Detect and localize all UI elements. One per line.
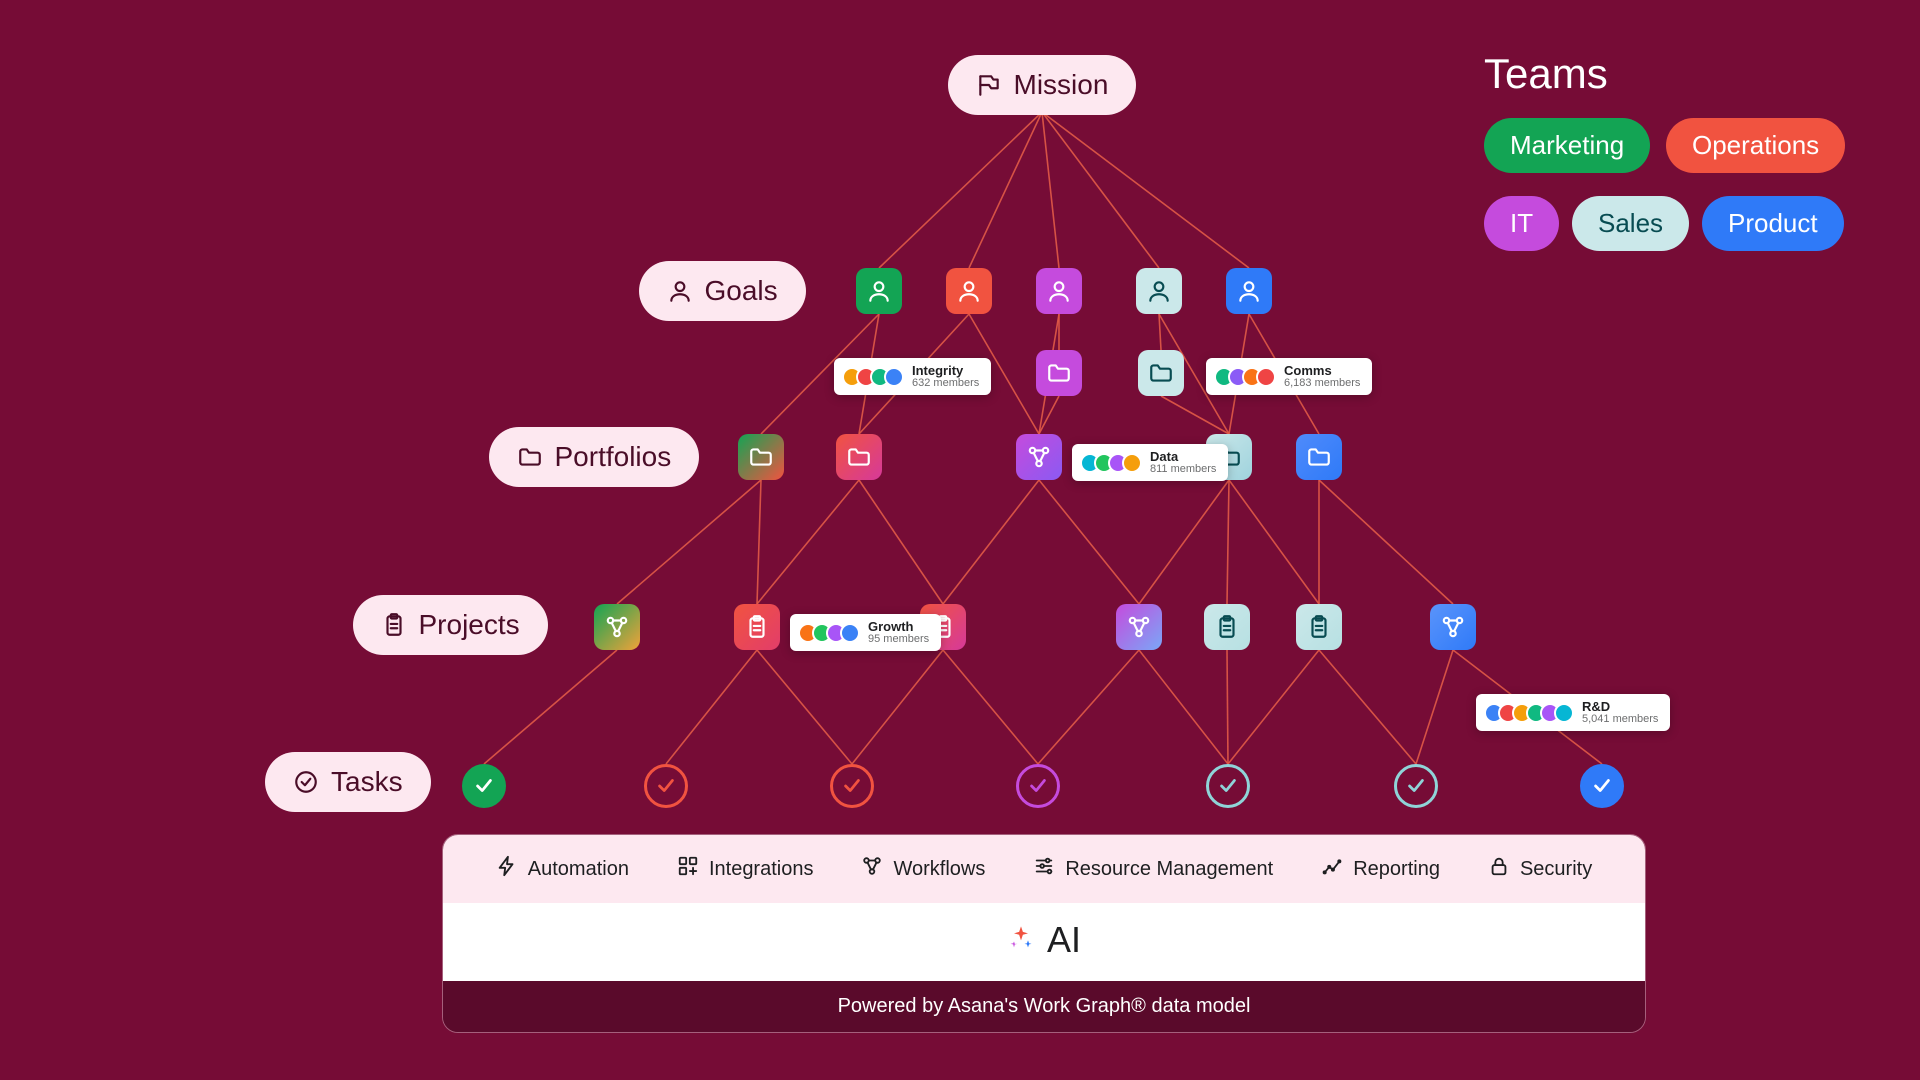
goal-tile [1226, 268, 1272, 314]
chart-icon [1321, 855, 1343, 883]
lock-icon [1488, 855, 1510, 883]
portfolio-tile [1138, 350, 1184, 396]
footer-panel: Automation Integrations Workflows Resource … [442, 834, 1646, 1033]
feature-security: Security [1488, 855, 1592, 883]
bolt-icon [496, 855, 518, 883]
feature-workflows: Workflows [861, 855, 985, 883]
check-icon [293, 769, 319, 795]
task-dot [644, 764, 688, 808]
level-label-text: Tasks [331, 766, 403, 798]
level-label-text: Goals [705, 275, 778, 307]
card-title: Growth [868, 620, 929, 634]
ai-row: AI [443, 903, 1645, 981]
card-sub: 632 members [912, 378, 979, 390]
card-title: Integrity [912, 364, 979, 378]
legend-chip-product: Product [1702, 196, 1844, 251]
team-card: Integrity632 members [834, 358, 991, 395]
feature-reporting: Reporting [1321, 855, 1440, 883]
project-tile [1116, 604, 1162, 650]
workflow-icon [861, 855, 883, 883]
avatar-stack [842, 367, 904, 387]
project-tile [1204, 604, 1250, 650]
card-title: Comms [1284, 364, 1360, 378]
goal-tile [856, 268, 902, 314]
portfolio-tile [836, 434, 882, 480]
feature-resource management: Resource Management [1033, 855, 1273, 883]
avatar-stack [798, 623, 860, 643]
level-label-text: Projects [419, 609, 520, 641]
project-tile [594, 604, 640, 650]
legend-title: Teams [1484, 50, 1608, 98]
level-label-text: Mission [1014, 69, 1109, 101]
folder-icon [517, 444, 543, 470]
card-title: Data [1150, 450, 1216, 464]
card-title: R&D [1582, 700, 1658, 714]
card-sub: 5,041 members [1582, 714, 1658, 726]
avatar-stack [1484, 703, 1574, 723]
level-label-portfolios: Portfolios [489, 427, 700, 487]
goal-tile [946, 268, 992, 314]
task-dot [1016, 764, 1060, 808]
diagram-stage: Mission Goals Portfolios Projects Tasks Teams… [0, 0, 1920, 1080]
legend-chip-it: IT [1484, 196, 1559, 251]
goal-tile [1036, 268, 1082, 314]
person-icon [667, 278, 693, 304]
legend-chip-marketing: Marketing [1484, 118, 1650, 173]
level-label-mission: Mission [948, 55, 1137, 115]
level-label-tasks: Tasks [265, 752, 431, 812]
team-card: Growth95 members [790, 614, 941, 651]
feature-label: Automation [528, 858, 629, 881]
ai-label: AI [1047, 919, 1081, 961]
features-row: Automation Integrations Workflows Resource … [443, 835, 1645, 903]
sliders-icon [1033, 855, 1055, 883]
legend-chip-sales: Sales [1572, 196, 1689, 251]
avatar-stack [1214, 367, 1276, 387]
level-label-text: Portfolios [555, 441, 672, 473]
project-tile [1296, 604, 1342, 650]
level-label-goals: Goals [639, 261, 806, 321]
card-sub: 811 members [1150, 464, 1216, 476]
task-dot [1394, 764, 1438, 808]
legend-chip-operations: Operations [1666, 118, 1845, 173]
feature-label: Security [1520, 858, 1592, 881]
task-dot [462, 764, 506, 808]
team-card: R&D5,041 members [1476, 694, 1670, 731]
goal-tile [1136, 268, 1182, 314]
sparkle-icon [1007, 919, 1035, 961]
footer-text: Powered by Asana's Work Graph® data mode… [443, 981, 1645, 1032]
feature-label: Resource Management [1065, 858, 1273, 881]
clipboard-icon [381, 612, 407, 638]
team-card: Data811 members [1072, 444, 1228, 481]
portfolio-tile [1296, 434, 1342, 480]
portfolio-tile [1036, 350, 1082, 396]
portfolio-tile [1016, 434, 1062, 480]
task-dot [1206, 764, 1250, 808]
feature-integrations: Integrations [677, 855, 814, 883]
level-label-projects: Projects [353, 595, 548, 655]
feature-label: Workflows [893, 858, 985, 881]
feature-automation: Automation [496, 855, 629, 883]
card-sub: 6,183 members [1284, 378, 1360, 390]
feature-label: Integrations [709, 858, 814, 881]
card-sub: 95 members [868, 634, 929, 646]
avatar-stack [1080, 453, 1142, 473]
task-dot [830, 764, 874, 808]
apps-icon [677, 855, 699, 883]
flag-icon [976, 72, 1002, 98]
portfolio-tile [738, 434, 784, 480]
project-tile [1430, 604, 1476, 650]
team-card: Comms6,183 members [1206, 358, 1372, 395]
task-dot [1580, 764, 1624, 808]
feature-label: Reporting [1353, 858, 1440, 881]
project-tile [734, 604, 780, 650]
